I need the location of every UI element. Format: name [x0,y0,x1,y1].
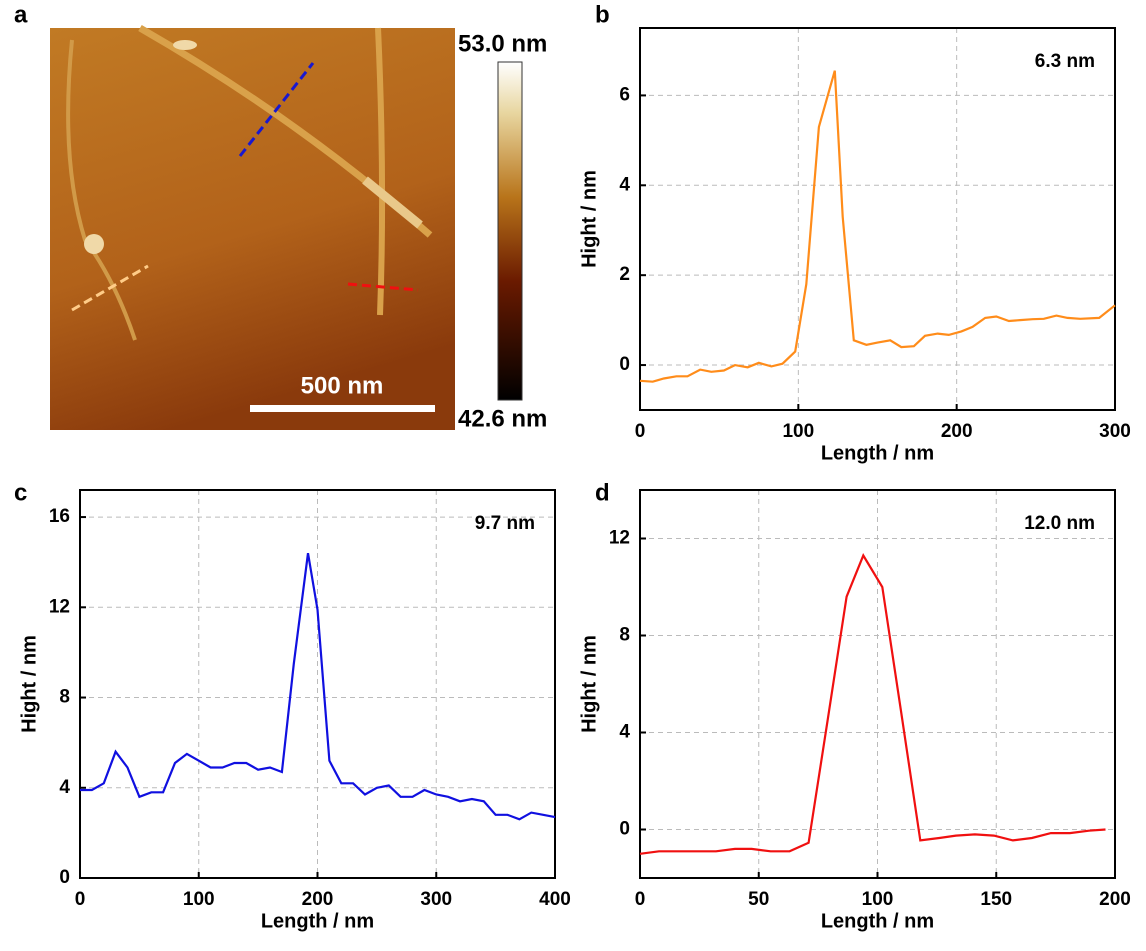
y-tick-label: 16 [49,506,70,527]
x-tick-label: 50 [748,889,769,910]
y-tick-label: 4 [619,174,630,195]
annotation: 12.0 nm [1024,513,1095,534]
y-tick-label: 2 [619,264,630,285]
annotation: 6.3 nm [1035,51,1095,72]
x-axis-label: Length / nm [261,910,374,932]
colorbar-min: 42.6 nm [458,405,547,432]
x-axis-label: Length / nm [821,442,934,464]
panel-label: a [14,1,28,28]
y-tick-label: 8 [619,625,630,646]
plot-frame [79,489,556,879]
y-tick-label: 12 [609,528,630,549]
y-tick-label: 8 [59,687,70,708]
y-tick-label: 4 [59,777,70,798]
y-tick-label: 4 [619,722,630,743]
line-series [80,553,556,821]
x-axis-label: Length / nm [821,910,934,932]
panel-label: c [14,479,27,506]
x-tick-label: 100 [862,889,894,910]
x-tick-label: 400 [539,889,571,910]
x-tick-label: 200 [941,421,973,442]
y-axis-label: Hight / nm [18,635,40,733]
y-tick-label: 6 [619,84,630,105]
y-axis-label: Hight / nm [578,635,600,733]
x-tick-label: 300 [1099,421,1131,442]
line-series [639,553,1106,855]
x-tick-label: 150 [980,889,1012,910]
y-tick-label: 12 [49,596,70,617]
x-tick-label: 0 [75,889,86,910]
scale-bar-label: 500 nm [301,372,384,399]
annotation: 9.7 nm [475,513,535,534]
x-tick-label: 200 [302,889,334,910]
x-tick-label: 100 [183,889,215,910]
colorbar-max: 53.0 nm [458,30,547,57]
panel-label: b [595,1,610,28]
x-tick-label: 0 [635,421,646,442]
x-tick-label: 300 [420,889,452,910]
x-tick-label: 200 [1099,889,1131,910]
x-tick-label: 100 [782,421,814,442]
line-series [639,70,1116,383]
y-tick-label: 0 [619,819,630,840]
x-tick-label: 0 [635,889,646,910]
y-tick-label: 0 [619,354,630,375]
plot-frame [639,27,1116,411]
panel-label: d [595,479,610,506]
colorbar [497,61,523,401]
y-axis-label: Hight / nm [578,170,600,268]
plot-frame [639,489,1116,879]
y-tick-label: 0 [59,867,70,888]
afm-image [50,24,455,430]
